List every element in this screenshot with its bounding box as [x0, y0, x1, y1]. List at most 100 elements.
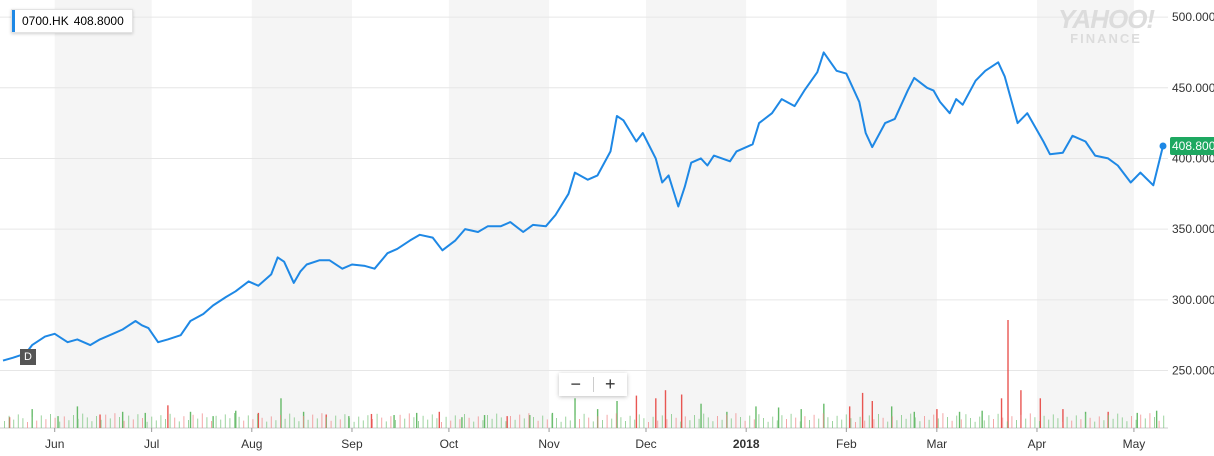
x-tick-label: Sep — [341, 437, 363, 451]
volume-bar — [753, 419, 755, 428]
volume-bar — [634, 419, 636, 428]
volume-bar — [1029, 413, 1031, 428]
legend-value: 408.8000 — [73, 14, 124, 28]
volume-bar — [529, 415, 531, 428]
volume-bar — [901, 415, 902, 428]
volume-bar — [717, 416, 718, 428]
volume-bar — [408, 413, 410, 428]
volume-bar — [565, 416, 567, 428]
volume-bar — [468, 417, 470, 428]
volume-bar — [542, 415, 544, 428]
volume-bar — [767, 421, 769, 428]
month-bands — [54, 0, 1134, 428]
volume-bar — [597, 416, 599, 428]
volume-bar — [220, 419, 222, 428]
y-tick-label: 250.000 — [1172, 364, 1214, 378]
y-tick-label: 500.000 — [1172, 10, 1214, 24]
volume-bar — [703, 413, 705, 428]
volume-bar — [155, 420, 157, 428]
volume-bar — [114, 413, 116, 428]
last-price-tag: 408.800 — [1170, 137, 1214, 156]
x-tick-label: Jul — [144, 437, 159, 451]
volume-bar — [1155, 410, 1158, 428]
volume-bar — [1135, 419, 1137, 428]
volume-bar — [1048, 419, 1050, 428]
volume-bar — [871, 401, 873, 428]
volume-bar — [1025, 418, 1027, 428]
volume-bar — [1149, 413, 1151, 428]
volume-bar — [974, 421, 976, 428]
volume-bar — [965, 414, 967, 428]
volume-bar — [1011, 416, 1013, 428]
volume-bar — [919, 421, 921, 428]
volume-bar — [1121, 417, 1123, 428]
volume-bar — [160, 415, 162, 428]
volume-bar — [913, 411, 915, 428]
volume-bar — [896, 420, 898, 428]
volume-bar — [749, 415, 751, 428]
volume-bar — [73, 415, 74, 428]
volume-bar — [99, 414, 101, 428]
volume-bar — [413, 417, 415, 428]
volume-bar — [119, 417, 120, 428]
volume-bar — [459, 419, 461, 428]
volume-bar — [22, 418, 24, 428]
volume-bar — [781, 415, 783, 428]
volume-bar — [473, 421, 475, 428]
volume-bar — [1080, 419, 1082, 428]
x-tick-label: Mar — [926, 437, 947, 451]
period-badge[interactable]: D — [20, 349, 36, 365]
volume-bar — [970, 418, 971, 428]
volume-bar — [167, 405, 169, 428]
zoom-in-button[interactable]: + — [604, 374, 616, 394]
volume-bar — [1020, 390, 1022, 428]
volume-bar — [951, 420, 953, 428]
zoom-out-button[interactable]: − — [570, 374, 581, 394]
volume-bar — [257, 412, 260, 428]
volume-bar — [694, 415, 695, 428]
volume-bar — [1103, 420, 1105, 428]
volume-bar — [1144, 418, 1146, 428]
volume-bar — [165, 419, 166, 428]
x-axis: Jun Jul Aug Sep Oct Nov Dec 2018 Feb Mar Apr May — [45, 428, 1145, 451]
volume-bar — [1075, 415, 1077, 428]
volume-bar — [270, 416, 272, 428]
volume-bar — [137, 414, 139, 428]
zoom-control: − + — [559, 373, 627, 396]
volume-bar — [652, 416, 654, 428]
volume-bar — [197, 418, 199, 428]
volume-bar — [280, 398, 282, 428]
volume-bar — [234, 413, 235, 428]
volume-bar — [735, 413, 737, 428]
volume-bar — [528, 413, 530, 428]
volume-bar — [556, 418, 557, 428]
volume-bar — [370, 413, 373, 428]
volume-bar — [174, 417, 176, 428]
volume-bar — [1052, 414, 1054, 428]
volume-bar — [933, 414, 935, 428]
volume-bar — [924, 416, 925, 428]
volume-bar — [358, 416, 360, 428]
volume-bars — [4, 320, 1165, 428]
volume-bar — [947, 417, 948, 428]
volume-bar — [8, 415, 10, 428]
volume-bar — [381, 417, 383, 428]
volume-bar — [506, 416, 508, 428]
volume-bar — [266, 421, 268, 428]
volume-bar — [1131, 416, 1132, 428]
volume-bar — [326, 417, 327, 428]
volume-bar — [1000, 398, 1003, 428]
volume-bar — [367, 415, 369, 428]
volume-bar — [349, 418, 350, 428]
volume-bar — [229, 418, 231, 428]
volume-bar — [1071, 420, 1073, 428]
series-legend[interactable]: 0700.HK 408.8000 — [11, 9, 133, 33]
volume-bar — [721, 419, 723, 428]
volume-bar — [321, 413, 323, 428]
volume-bar — [298, 421, 300, 428]
volume-bar — [1057, 418, 1059, 428]
volume-bar — [772, 416, 774, 428]
volume-bar — [76, 406, 79, 428]
volume-bar — [123, 420, 125, 428]
